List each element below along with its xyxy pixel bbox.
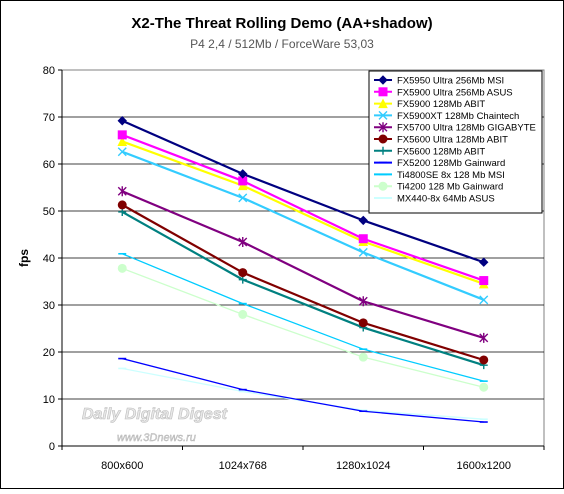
legend-label: FX5200 128Mb Gainward	[397, 158, 505, 169]
data-point	[238, 309, 248, 319]
watermark-url: www.3Dnews.ru	[117, 432, 196, 444]
legend-marker	[378, 75, 388, 85]
data-point	[237, 180, 248, 191]
y-axis-title: fps	[17, 249, 31, 267]
y-tick-label: 20	[43, 347, 55, 359]
data-point	[117, 147, 127, 157]
legend-marker	[378, 122, 388, 133]
series-6	[117, 200, 489, 365]
legend-label: Ti4200 128 Mb Gainward	[397, 182, 503, 193]
x-axis-ticks: 800x600 1024x768 1280x1024 1600x1200	[61, 445, 545, 472]
series-9	[118, 252, 488, 382]
series-line	[122, 357, 484, 423]
legend-marker	[378, 110, 388, 120]
series-4	[117, 147, 489, 305]
y-axis-ticks: 0 10 20 30 40 50 60 70 80	[43, 65, 63, 453]
legend-label: FX5900XT 128Mb Chaintech	[397, 111, 519, 122]
data-point	[117, 263, 127, 273]
legend-marker	[378, 134, 388, 144]
data-point	[479, 382, 489, 392]
y-tick-label: 70	[43, 112, 55, 124]
series-8	[118, 357, 488, 423]
series-line	[121, 133, 485, 282]
data-point	[479, 257, 489, 267]
data-point	[358, 247, 368, 257]
series-line	[122, 267, 484, 388]
data-point	[117, 186, 127, 197]
series-lines	[117, 116, 489, 423]
data-point	[358, 352, 368, 362]
x-tick-label: 1024x768	[219, 460, 267, 472]
x-tick-label: 1600x1200	[457, 460, 511, 472]
data-point	[479, 355, 489, 365]
data-point	[117, 130, 127, 140]
legend-item-10: Ti4200 128 Mb Gainward	[374, 181, 503, 193]
series-line	[121, 190, 485, 339]
data-point	[358, 318, 368, 328]
legend-label: FX5700 Ultra 128Mb GIGABYTE	[397, 123, 536, 134]
series-line	[121, 210, 485, 367]
legend-label: MX440-8x 64Mb ASUS	[397, 194, 495, 205]
legend-label: Ti4800SE 8x 128 Mb MSI	[397, 170, 505, 181]
data-point	[238, 169, 248, 179]
data-point	[358, 234, 368, 244]
series-line	[121, 140, 485, 285]
legend-label: FX5600 Ultra 128Mb ABIT	[397, 135, 508, 146]
data-point	[479, 276, 489, 286]
data-point	[358, 215, 368, 226]
series-line	[121, 203, 485, 362]
legend-label: FX5900 Ultra 256Mb ASUS	[397, 87, 513, 98]
legend-item-11: MX440-8x 64Mb ASUS	[374, 194, 495, 205]
legend-item-8: FX5200 128Mb Gainward	[374, 158, 505, 169]
legend-marker	[378, 181, 388, 191]
watermark: Daily Digital Digest www.3Dnews.ru	[82, 406, 228, 445]
chart-title: X2-The Threat Rolling Demo (AA+shadow)	[131, 15, 432, 32]
y-tick-label: 10	[43, 394, 55, 406]
legend-item-4: FX5900XT 128Mb Chaintech	[374, 111, 519, 122]
legend-label: FX5600 128Mb ABIT	[397, 146, 485, 157]
legend-item-9: Ti4800SE 8x 128 Mb MSI	[374, 170, 505, 181]
series-line	[121, 119, 485, 264]
legend-item-1: FX5950 Ultra 256Mb MSI	[374, 75, 504, 87]
data-point	[117, 200, 127, 210]
legend-label: FX5950 Ultra 256Mb MSI	[397, 76, 504, 87]
y-tick-label: 50	[43, 206, 55, 218]
data-point	[358, 296, 368, 307]
data-point	[238, 193, 248, 203]
y-tick-label: 0	[49, 441, 55, 453]
series-line	[121, 150, 485, 301]
data-point	[117, 116, 127, 126]
watermark-title: Daily Digital Digest	[82, 406, 228, 423]
y-tick-label: 40	[43, 253, 55, 265]
legend-item-2: FX5900 Ultra 256Mb ASUS	[374, 87, 513, 98]
legend-label: FX5900 128Mb ABIT	[397, 99, 485, 110]
x-tick-label: 800x600	[101, 460, 143, 472]
y-tick-label: 60	[43, 159, 55, 171]
legend-marker	[378, 87, 388, 97]
legend-item-6: FX5600 Ultra 128Mb ABIT	[374, 134, 508, 146]
data-point	[117, 136, 128, 146]
series-line	[122, 253, 484, 382]
legend-box	[368, 70, 543, 214]
legend-marker	[379, 146, 387, 155]
y-tick-label: 80	[43, 65, 55, 77]
data-point	[238, 268, 248, 278]
chart-subtitle: P4 2,4 / 512Mb / ForceWare 53,03	[190, 37, 374, 51]
data-point	[238, 237, 248, 248]
series-5	[117, 186, 489, 343]
legend-item-7: FX5600 128Mb ABIT	[374, 146, 485, 157]
series-1	[117, 116, 489, 267]
y-tick-label: 30	[43, 300, 55, 312]
legend-item-3: FX5900 128Mb ABIT	[374, 98, 485, 110]
series-10	[117, 263, 489, 392]
legend-marker	[378, 98, 388, 109]
data-point	[479, 332, 489, 343]
data-point	[479, 295, 489, 305]
legend-item-5: FX5700 Ultra 128Mb GIGABYTE	[374, 122, 536, 134]
x-tick-label: 1280x1024	[336, 460, 390, 472]
